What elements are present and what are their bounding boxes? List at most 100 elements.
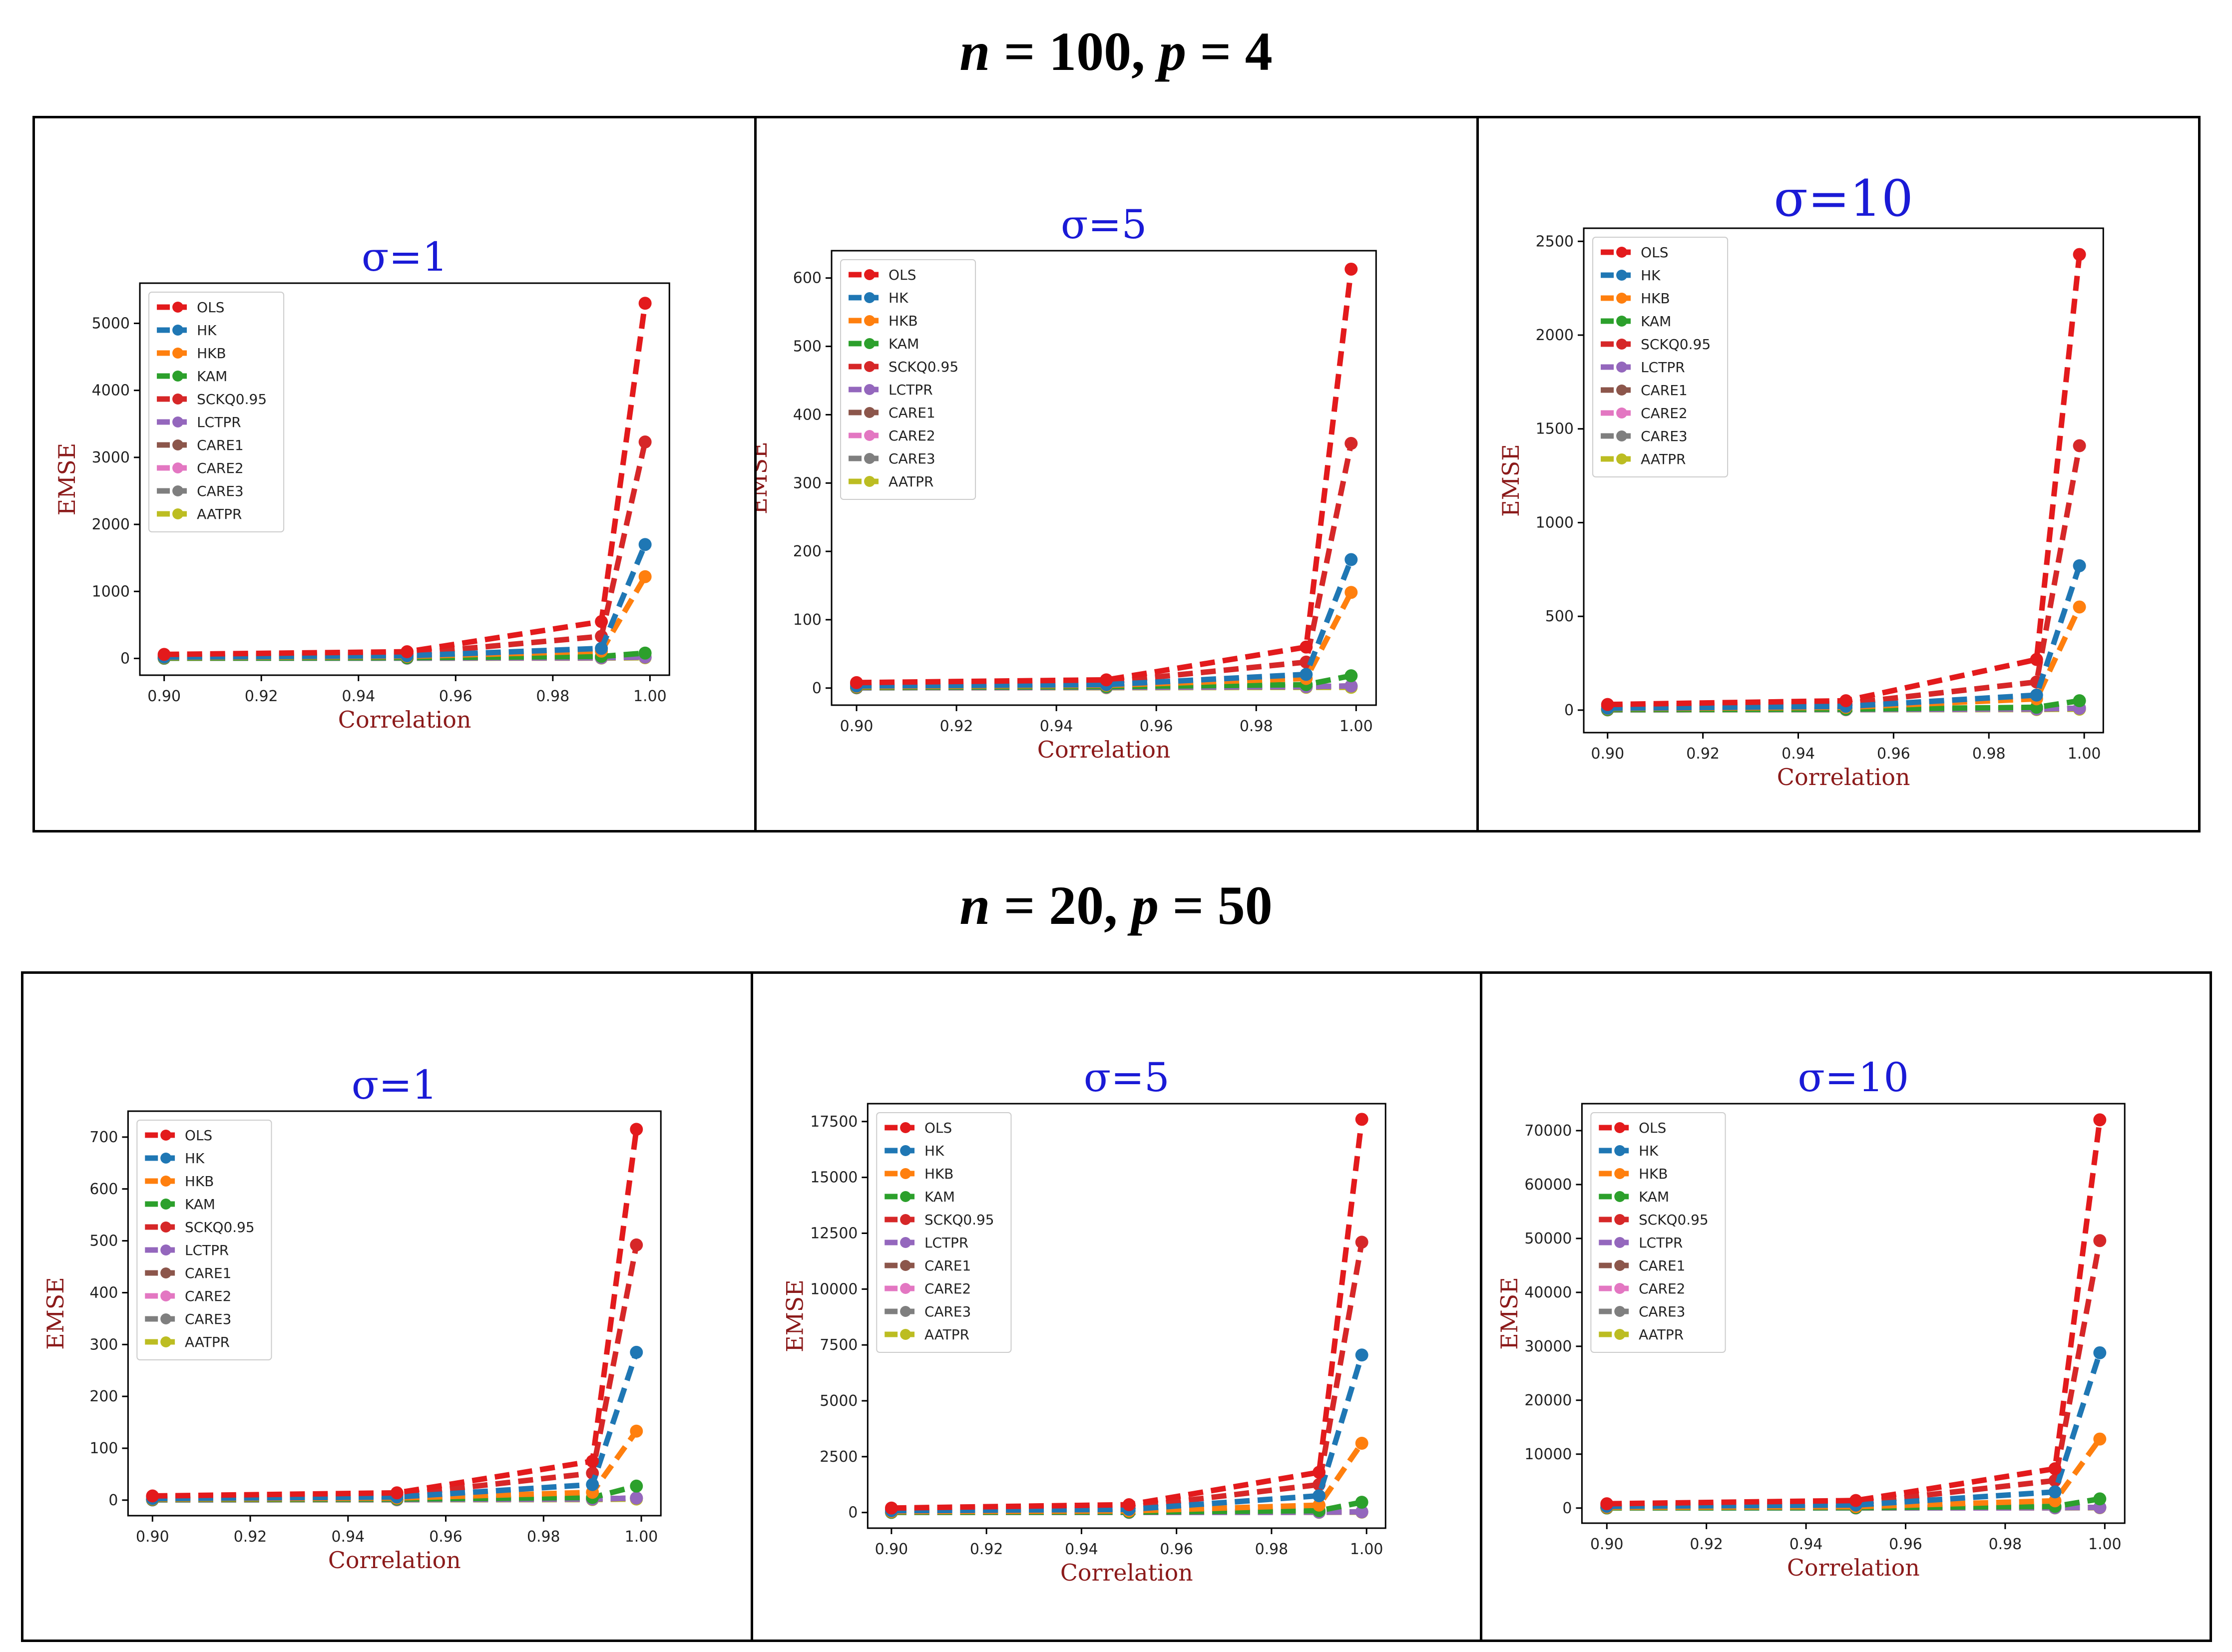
- data-point: [1300, 640, 1313, 654]
- legend-marker: [160, 1244, 172, 1255]
- x-tick-label: 0.90: [875, 1541, 908, 1558]
- x-tick-label: 0.96: [1140, 718, 1173, 735]
- chart-title: σ=5: [1083, 1054, 1169, 1101]
- title-n-symbol: n: [959, 21, 990, 82]
- legend-label: SCKQ0.95: [1641, 336, 1711, 353]
- legend-label: AATPR: [197, 506, 242, 522]
- y-tick-label: 500: [1545, 608, 1573, 625]
- data-point: [1355, 1236, 1368, 1249]
- data-point: [630, 1479, 643, 1493]
- series-line: [1607, 1119, 2103, 1507]
- x-tick-label: 0.90: [840, 718, 874, 735]
- data-point: [586, 1454, 599, 1468]
- y-axis-label: EMSE: [1496, 1277, 1523, 1350]
- y-tick-label: 600: [89, 1181, 118, 1198]
- title-p-symbol: p: [1131, 875, 1159, 936]
- data-point: [595, 615, 608, 628]
- y-tick-label: 400: [89, 1284, 118, 1301]
- legend-label: CARE1: [1641, 382, 1688, 399]
- y-tick-label: 7500: [820, 1336, 858, 1354]
- legend-label: LCTPR: [1639, 1235, 1683, 1251]
- legend-marker: [1616, 293, 1627, 304]
- legend-marker: [864, 361, 876, 372]
- y-tick-label: 2000: [92, 516, 130, 533]
- y-tick-label: 2000: [1535, 327, 1573, 344]
- y-tick-label: 10000: [810, 1280, 858, 1298]
- legend-marker: [1614, 1260, 1626, 1271]
- data-point: [1122, 1498, 1136, 1512]
- y-tick-label: 400: [793, 406, 822, 423]
- data-point: [630, 1424, 643, 1438]
- x-tick-label: 1.00: [625, 1528, 658, 1546]
- data-point: [630, 1238, 643, 1251]
- chart-svg: σ=1 0.90 0.92 0.94 0.96 0.98 1.00 0 1000 2000 3000…: [53, 234, 670, 733]
- series-line: [857, 558, 1354, 689]
- legend-label: SCKQ0.95: [889, 359, 958, 375]
- legend-label: HKB: [1639, 1166, 1668, 1182]
- chart-title: σ=10: [1798, 1054, 1909, 1101]
- data-point: [1355, 1505, 1368, 1519]
- legend-label: CARE2: [185, 1288, 231, 1304]
- legend-marker: [1616, 316, 1627, 327]
- y-tick-label: 5000: [820, 1392, 858, 1410]
- legend-marker: [1614, 1306, 1626, 1317]
- group-title-2: n = 20, p = 50: [0, 874, 2232, 937]
- data-point: [1600, 1497, 1614, 1511]
- legend-marker: [160, 1290, 172, 1301]
- data-point: [885, 1501, 898, 1515]
- chart-svg: σ=5 0.90 0.92 0.94 0.96 0.98 1.00 0 2500 5000 7500…: [781, 1054, 1386, 1586]
- data-point: [850, 676, 864, 689]
- legend-marker: [160, 1153, 172, 1164]
- legend-label: HKB: [924, 1166, 953, 1182]
- data-point: [1312, 1498, 1326, 1512]
- legend-label: HKB: [185, 1173, 214, 1190]
- x-tick-label: 1.00: [2088, 1536, 2122, 1553]
- data-point: [1100, 673, 1113, 687]
- data-point: [2030, 688, 2043, 702]
- y-tick-label: 0: [812, 680, 822, 697]
- legend-marker: [160, 1336, 172, 1347]
- legend-marker: [1616, 270, 1627, 281]
- chart-title: σ=1: [352, 1062, 438, 1108]
- y-tick-label: 0: [1563, 1500, 1572, 1517]
- y-tick-label: 4000: [92, 382, 130, 400]
- legend-marker: [160, 1199, 172, 1210]
- legend-label: OLS: [1639, 1120, 1666, 1136]
- legend-marker: [1616, 408, 1627, 418]
- legend-marker: [172, 508, 184, 519]
- legend-marker: [864, 453, 876, 464]
- legend-marker: [1614, 1168, 1626, 1179]
- data-point: [1344, 436, 1358, 450]
- legend-label: KAM: [889, 336, 919, 352]
- legend-marker: [899, 1283, 911, 1294]
- legend-label: CARE3: [1641, 428, 1688, 444]
- legend-label: CARE2: [924, 1280, 971, 1297]
- series-line: [152, 1129, 639, 1499]
- series-line: [891, 1354, 1364, 1514]
- legend-marker: [172, 325, 184, 336]
- x-tick-label: 0.94: [342, 688, 375, 705]
- legend-marker: [160, 1176, 172, 1187]
- legend-label: LCTPR: [197, 414, 241, 430]
- data-point: [638, 646, 652, 660]
- legend-marker: [172, 348, 184, 359]
- data-point: [1300, 668, 1313, 681]
- legend-label: LCTPR: [924, 1235, 968, 1251]
- data-point: [1839, 694, 1852, 708]
- legend-marker: [1614, 1214, 1626, 1225]
- y-tick-label: 10000: [1525, 1446, 1572, 1463]
- legend-label: AATPR: [1639, 1326, 1684, 1343]
- y-tick-label: 100: [89, 1440, 118, 1457]
- y-tick-label: 17500: [810, 1113, 858, 1131]
- legend-marker: [899, 1329, 911, 1340]
- chart-panel: σ=1 0.90 0.92 0.94 0.96 0.98 1.00 0 1000 2000 3000…: [35, 118, 757, 830]
- legend-label: CARE2: [889, 427, 935, 444]
- legend-marker: [172, 439, 184, 450]
- series-line: [164, 303, 648, 657]
- legend-marker: [160, 1313, 172, 1324]
- chart-svg: σ=5 0.90 0.92 0.94 0.96 0.98 1.00 0 100 200 300 400…: [757, 201, 1377, 763]
- x-tick-label: 0.98: [527, 1528, 560, 1546]
- x-tick-label: 0.98: [1972, 745, 2005, 763]
- data-point: [1849, 1494, 1863, 1507]
- legend-marker: [172, 394, 184, 405]
